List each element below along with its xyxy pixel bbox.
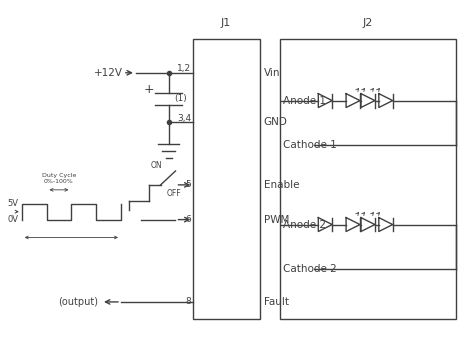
Text: Cathode 1: Cathode 1 <box>282 140 337 150</box>
Text: Vin: Vin <box>264 68 280 78</box>
Bar <box>193 39 260 319</box>
Text: ON: ON <box>151 161 163 169</box>
Text: GND: GND <box>264 117 288 128</box>
Text: J2: J2 <box>363 18 373 28</box>
Text: OFF: OFF <box>166 189 181 198</box>
Text: 1,2: 1,2 <box>177 64 191 73</box>
Text: Duty Cycle
0%-100%: Duty Cycle 0%-100% <box>42 173 76 184</box>
Text: Enable: Enable <box>264 180 299 190</box>
Text: Fault: Fault <box>264 297 289 307</box>
Text: 5V: 5V <box>8 199 19 208</box>
Text: 6: 6 <box>186 215 191 224</box>
Text: Anode 1: Anode 1 <box>282 95 326 106</box>
Text: Cathode 2: Cathode 2 <box>282 264 337 274</box>
Text: 0V: 0V <box>8 215 19 224</box>
Text: (output): (output) <box>58 297 98 307</box>
Text: +: + <box>143 83 154 96</box>
Text: Anode 2: Anode 2 <box>282 220 326 229</box>
Text: 5: 5 <box>186 180 191 189</box>
Text: (1): (1) <box>174 94 187 103</box>
Text: 3,4: 3,4 <box>177 114 191 123</box>
Text: 8: 8 <box>186 297 191 307</box>
Text: PWM: PWM <box>264 214 289 225</box>
Text: +12V: +12V <box>94 68 123 78</box>
Text: J1: J1 <box>221 18 231 28</box>
Bar <box>280 39 456 319</box>
